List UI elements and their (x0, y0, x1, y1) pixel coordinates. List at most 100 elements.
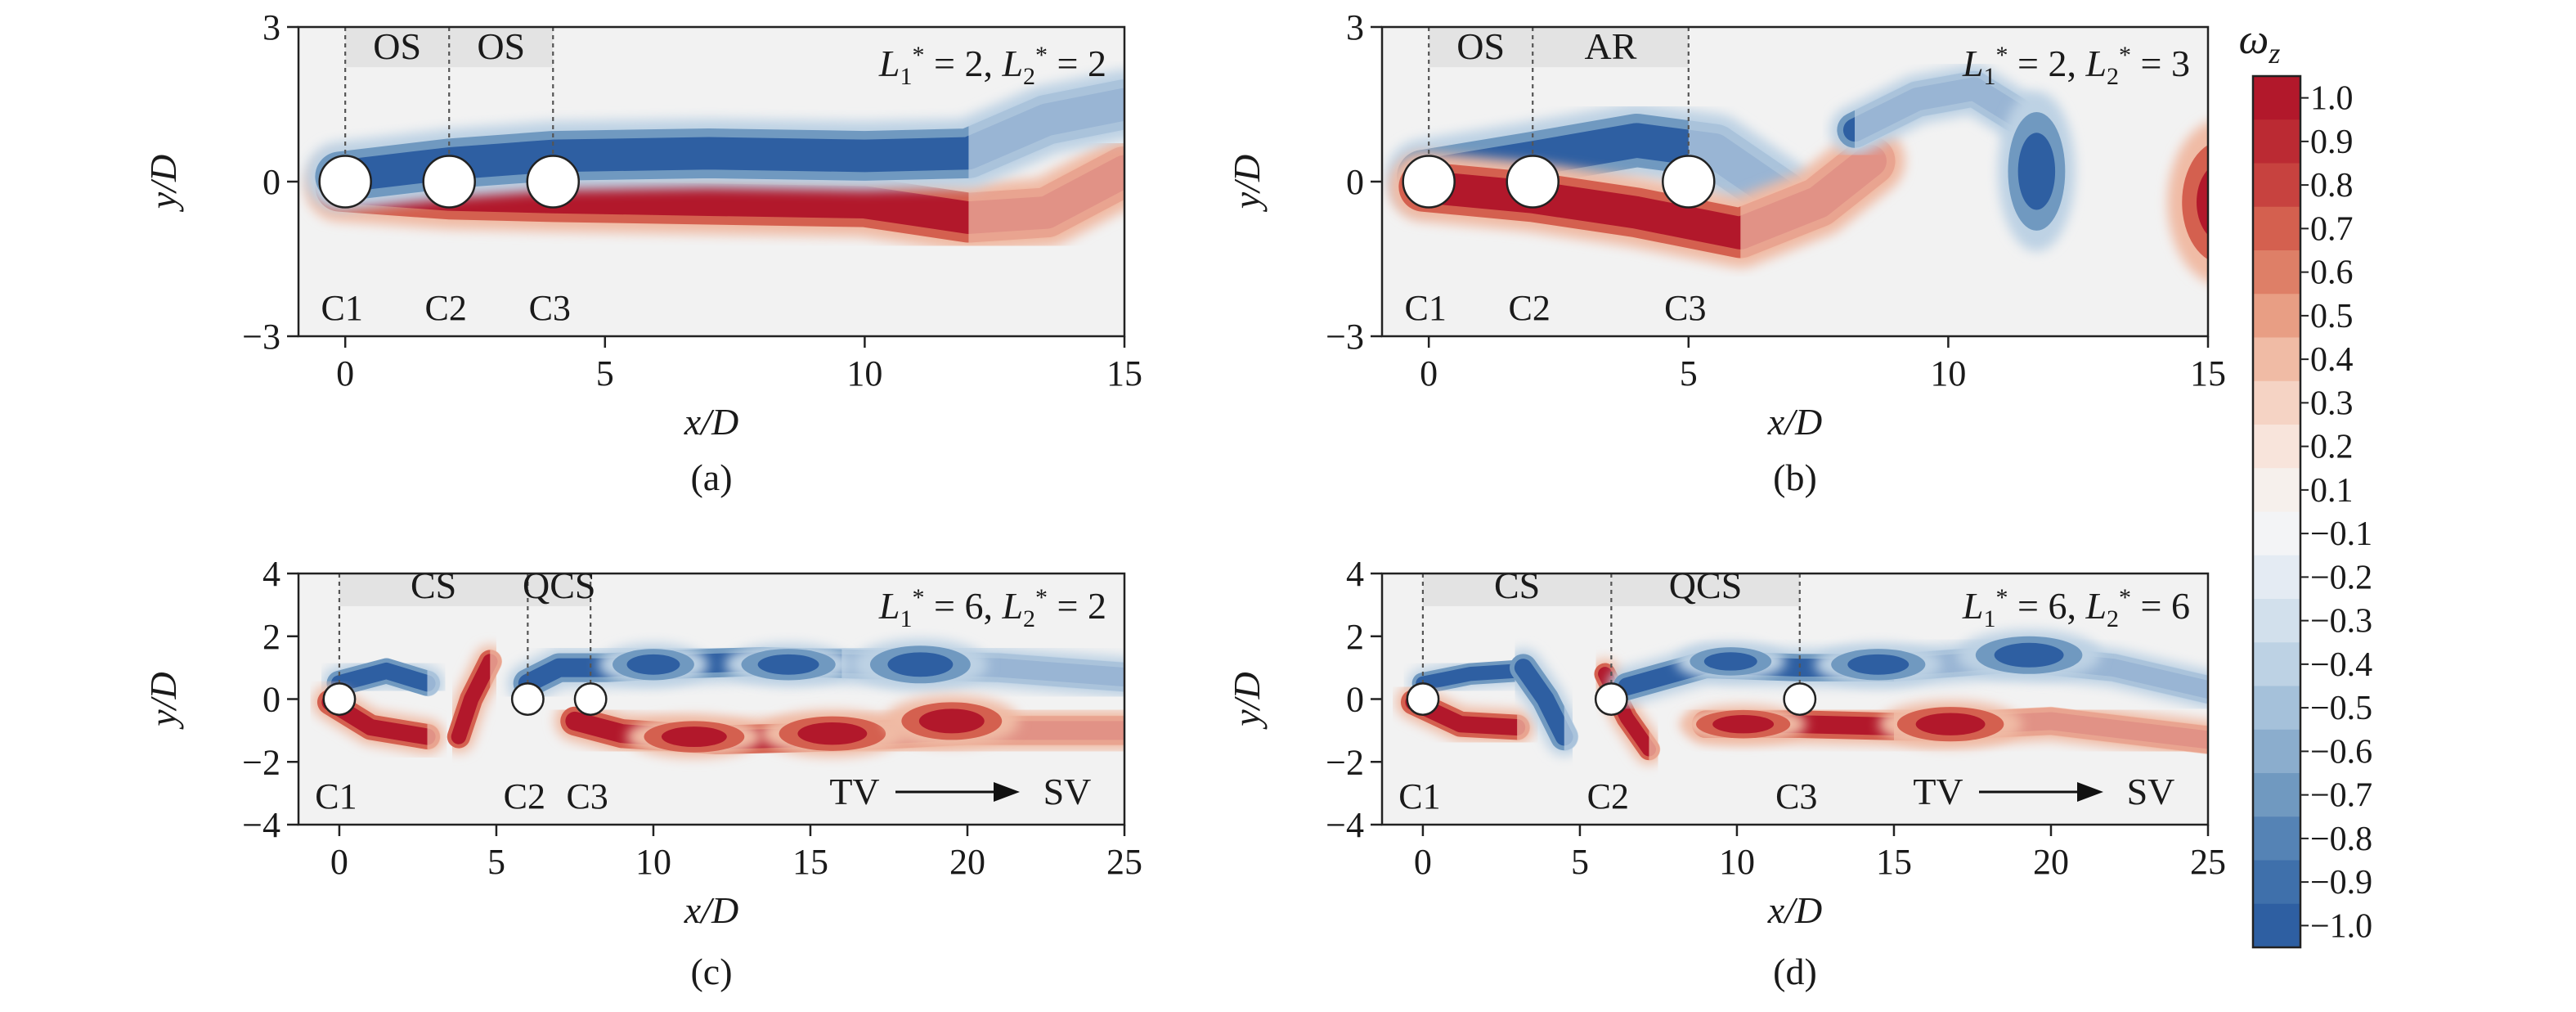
region-shade (1422, 573, 1612, 606)
colorbar-tick-label: −0.3 (2310, 603, 2372, 641)
param-part: = 2 (1048, 585, 1106, 627)
colorbar-tick-label: −0.5 (2310, 690, 2372, 727)
x-tick-label: 10 (1930, 353, 1966, 394)
x-tick-label: 20 (2033, 842, 2069, 882)
cylinder-c2 (422, 155, 476, 209)
colorbar-frame (2251, 74, 2302, 949)
colorbar-tick-label: −0.1 (2310, 515, 2372, 553)
arrow-from-label: TV (1913, 771, 1963, 812)
cylinder-c1 (322, 682, 357, 716)
param-part: * (913, 42, 925, 69)
param-part: * (1035, 584, 1048, 611)
x-tick-label: 15 (2190, 353, 2226, 394)
x-tick-label: 15 (792, 842, 828, 882)
cylinder-label: C3 (566, 776, 608, 816)
vortex-contour (626, 654, 680, 675)
region-label: OS (1456, 25, 1505, 67)
colorbar-swatch (2253, 903, 2300, 948)
vortex-contour (918, 708, 985, 734)
param-part: 2 (2107, 605, 2119, 632)
cylinder-label: C1 (1398, 776, 1440, 816)
positive-vortex (760, 710, 904, 758)
cylinder-label: C1 (321, 288, 362, 328)
param-part: = 2 (1048, 43, 1106, 84)
param-part: * (1035, 42, 1048, 69)
cylinder-label: C1 (315, 776, 357, 816)
vortex-contour (2017, 133, 2056, 210)
colorbar-tick-label: −0.2 (2310, 559, 2372, 596)
colorbar-swatch (2253, 119, 2300, 164)
param-part: L (1001, 585, 1023, 627)
shear-layer-tail (968, 78, 1124, 180)
cylinder-label: C2 (425, 288, 467, 328)
colorbar-tick-label: 1.0 (2310, 80, 2354, 118)
colorbar-tick-label: 0.7 (2310, 210, 2354, 248)
vortex-contour (797, 722, 868, 745)
vortex-contour (2182, 145, 2208, 260)
region-shade (1429, 27, 1533, 68)
cylinder-label: C1 (1404, 288, 1446, 328)
panel-caption: (a) (690, 457, 732, 498)
cylinder-c2 (1506, 155, 1560, 209)
arrow-head (2077, 782, 2103, 802)
param-part: = 3 (2131, 43, 2190, 84)
param-part: L (878, 43, 900, 84)
param-part: = 6, (925, 585, 1003, 627)
y-tick-label: 3 (1346, 7, 1364, 47)
y-tick-label: 0 (263, 680, 280, 720)
colorbar-swatch (2253, 860, 2300, 905)
param-part: = 6 (2131, 585, 2190, 627)
region-shade (449, 27, 554, 68)
positive-vortex (1878, 700, 2023, 748)
x-tick-label: 25 (1106, 842, 1142, 882)
param-part: L (1001, 43, 1023, 84)
cylinder-label: C3 (1775, 776, 1817, 816)
colorbar-swatch (2253, 250, 2300, 295)
spacing-parameter-label: L1* = 2, L2* = 2 (878, 42, 1106, 90)
y-tick-label: 0 (1346, 680, 1364, 720)
colorbar-tick-label: 0.4 (2310, 341, 2354, 379)
cylinder-c3 (1662, 155, 1716, 209)
y-tick-label: −4 (242, 805, 280, 845)
colorbar-tick-label: 0.5 (2310, 298, 2354, 335)
negative-vortex (1956, 629, 2102, 681)
negative-vortex (598, 643, 709, 686)
cylinder-c3 (526, 155, 581, 209)
colorbar-swatch (2253, 76, 2300, 120)
shear-layer-band (1416, 663, 1524, 690)
region-shade (1533, 27, 1689, 68)
region-label: QCS (1669, 564, 1742, 606)
vortex-contour (661, 726, 727, 748)
negative-shear-layer (1407, 655, 1533, 699)
cylinder-c1 (318, 155, 372, 209)
vorticity-field (1395, 573, 2208, 765)
arrow-to-label: SV (1043, 771, 1092, 812)
param-part: * (1996, 42, 2008, 69)
vortex-contour (887, 652, 954, 677)
y-tick-label: 0 (263, 162, 280, 202)
y-tick-label: −2 (242, 742, 280, 782)
region-label: CS (1494, 564, 1540, 606)
colorbar-title-base: ω (2239, 16, 2269, 63)
y-tick-label: −3 (242, 317, 280, 357)
x-tick-label: 15 (1106, 353, 1142, 394)
positive-vortex (883, 695, 1020, 747)
colorbar-swatch (2253, 729, 2300, 774)
negative-vortex (1815, 643, 1942, 686)
y-tick-label: −2 (1326, 742, 1364, 782)
vortex-contour (1994, 642, 2064, 668)
shear-layer-band (1514, 659, 1573, 746)
cylinder-c2 (1594, 682, 1628, 716)
x-axis-label: x/D (684, 401, 738, 443)
x-tick-label: 10 (846, 353, 882, 394)
positive-shear-layer (442, 645, 506, 753)
cylinder-label: C3 (1664, 288, 1706, 328)
x-tick-label: 5 (1680, 353, 1698, 394)
vortex-contour (1703, 652, 1757, 671)
cylinder-label: C2 (1587, 776, 1629, 816)
cylinder-c3 (573, 682, 608, 716)
